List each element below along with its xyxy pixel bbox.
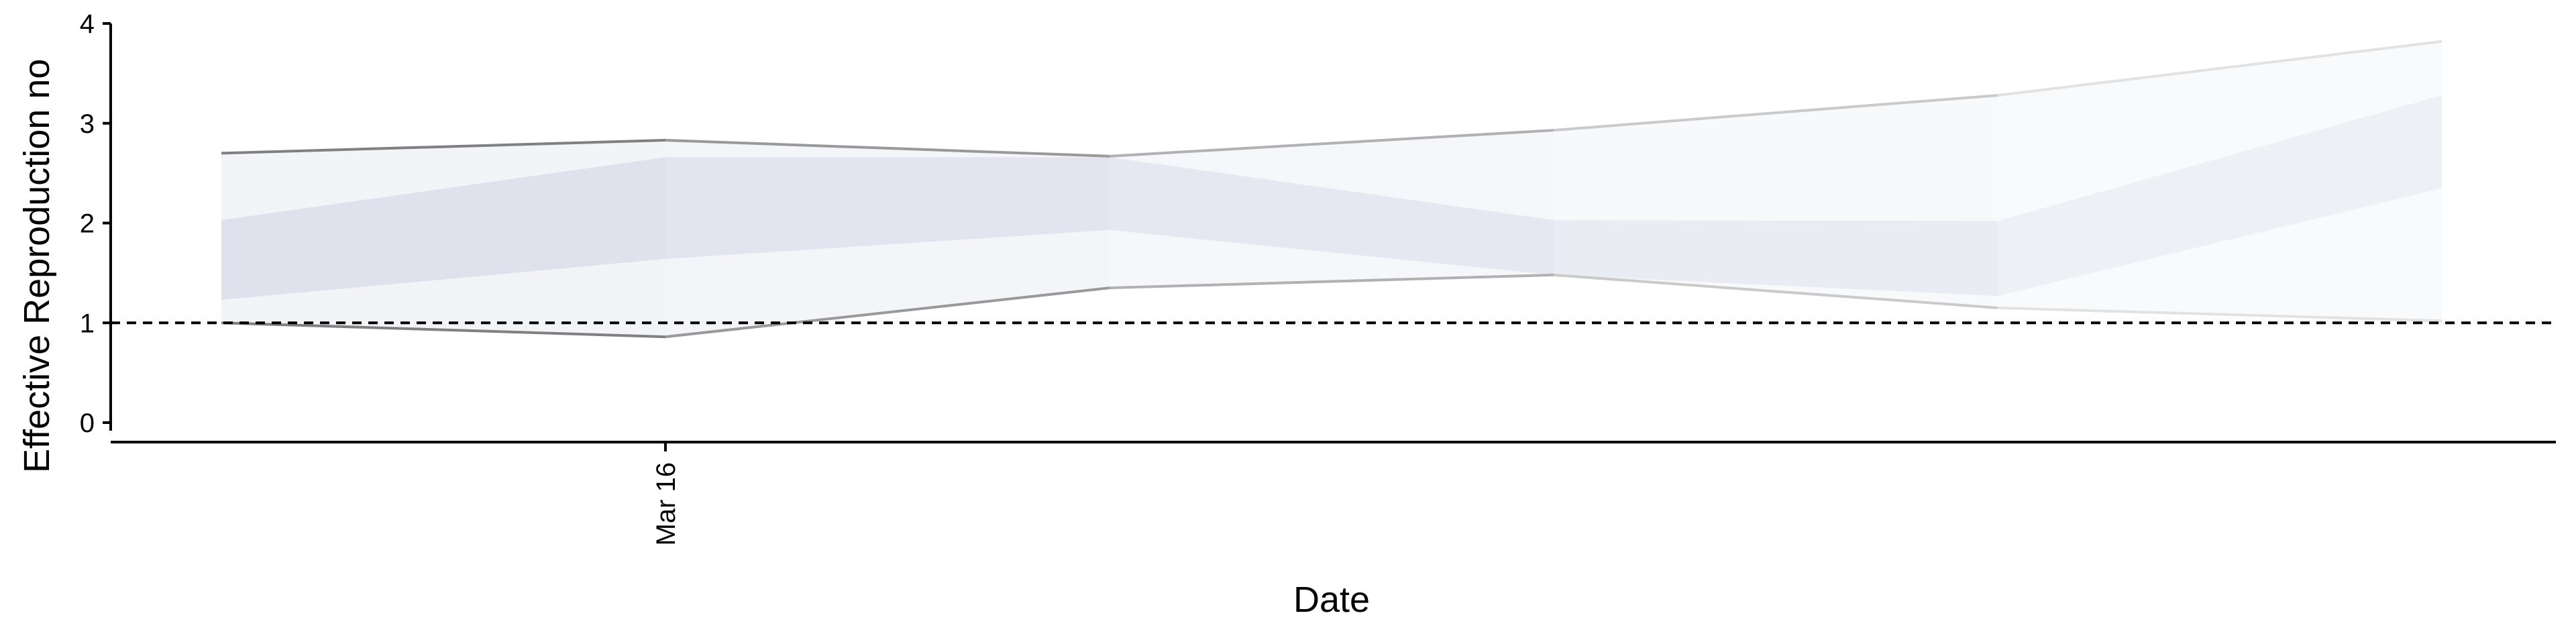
lower-bound-segment xyxy=(665,286,1110,339)
outer-band-segment xyxy=(1554,95,1998,308)
y-tick-label: 2 xyxy=(80,209,95,239)
upper-bound-segment xyxy=(1553,94,1998,132)
y-ticks: 0 1 2 3 4 xyxy=(80,9,111,438)
inner-band-segment xyxy=(221,157,665,301)
inner-band-segment xyxy=(1554,220,1998,297)
inner-band-segment xyxy=(1998,95,2442,297)
upper-bound-segment xyxy=(1997,40,2443,97)
lower-bound-segment xyxy=(1109,273,1554,290)
x-axis-title: Date xyxy=(1293,580,1370,620)
band-outlines xyxy=(221,40,2443,339)
y-tick-label: 1 xyxy=(80,309,95,338)
upper-bound-segment xyxy=(1109,129,1554,158)
x-ticks: Mar 16 xyxy=(651,442,681,546)
lower-bound-segment xyxy=(1553,273,1998,309)
lower-bound-segment xyxy=(1997,306,2443,323)
outer-band-segment xyxy=(1998,41,2442,321)
y-tick-label: 4 xyxy=(80,9,95,39)
y-axis-title: Effective Reproduction no xyxy=(17,59,57,473)
y-tick-label: 3 xyxy=(80,109,95,139)
upper-bound-segment xyxy=(665,139,1110,158)
lower-bound-segment xyxy=(221,321,666,339)
inner-band-segment xyxy=(665,157,1110,260)
inner-band-segment xyxy=(1110,157,1554,275)
x-tick-label: Mar 16 xyxy=(651,462,681,546)
confidence-bands xyxy=(221,41,2442,337)
y-tick-label: 0 xyxy=(80,409,95,438)
upper-bound-segment xyxy=(221,139,666,155)
